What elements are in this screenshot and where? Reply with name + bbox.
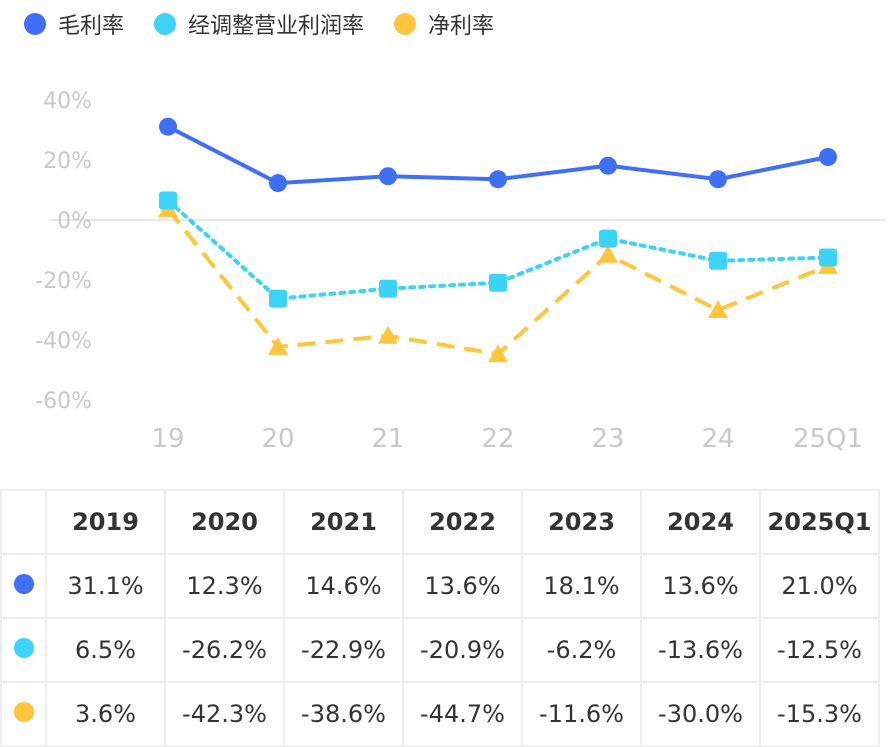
table-row: 3.6% -42.3% -38.6% -44.7% -11.6% -30.0% -15.3% <box>0 681 880 747</box>
data-point[interactable] <box>819 148 837 166</box>
column-header: 2021 <box>283 489 404 555</box>
data-point[interactable] <box>269 174 287 193</box>
data-point[interactable] <box>709 170 727 189</box>
table-cell: -38.6% <box>283 681 404 747</box>
series-dot-icon <box>13 638 34 658</box>
y-tick-label: -40% <box>35 329 92 354</box>
table-cell: 6.5% <box>45 617 166 683</box>
column-header: 2019 <box>45 489 166 555</box>
legend-item[interactable]: 经调整营业利润率 <box>154 8 364 40</box>
x-tick-label: 20 <box>261 424 294 454</box>
legend-label: 经调整营业利润率 <box>188 14 365 39</box>
x-tick-label: 24 <box>701 424 734 454</box>
table-cell: -20.9% <box>402 617 523 683</box>
y-tick-label: -60% <box>35 389 92 414</box>
table-cell: -22.9% <box>283 617 404 683</box>
column-header: 2024 <box>640 489 761 555</box>
column-header: 2023 <box>521 489 642 555</box>
y-tick-label: 40% <box>43 89 92 114</box>
table-cell: 18.1% <box>521 553 642 619</box>
column-header: 2025Q1 <box>759 489 880 555</box>
table-cell: -13.6% <box>640 617 761 683</box>
data-point[interactable] <box>708 300 728 318</box>
table-cell: -44.7% <box>402 681 523 747</box>
x-tick-label: 23 <box>591 424 624 454</box>
table-cell: -15.3% <box>759 681 880 747</box>
x-tick-label: 19 <box>151 424 184 454</box>
table-cell: -6.2% <box>521 617 642 683</box>
legend-dot-icon <box>154 13 177 35</box>
x-tick-label: 22 <box>481 424 514 454</box>
table-cell: 12.3% <box>164 553 285 619</box>
data-point[interactable] <box>599 156 617 175</box>
x-tick-label: 21 <box>371 424 404 454</box>
data-point[interactable] <box>268 336 288 355</box>
table-cell: 13.6% <box>402 553 523 619</box>
data-point[interactable] <box>489 273 507 292</box>
series-dot-icon <box>13 702 34 722</box>
table-cell: -12.5% <box>759 617 880 683</box>
legend-label: 毛利率 <box>58 14 125 39</box>
table-row: 31.1% 12.3% 14.6% 13.6% 18.1% 13.6% 21.0% <box>0 553 880 619</box>
corner-cell <box>0 489 47 555</box>
table-cell: 3.6% <box>45 681 166 747</box>
table-cell: 13.6% <box>640 553 761 619</box>
data-point[interactable] <box>819 248 837 267</box>
data-point[interactable] <box>378 325 398 344</box>
legend: 毛利率 经调整营业利润率 净利率 <box>24 8 524 40</box>
series-marker-cell <box>0 681 47 747</box>
data-point[interactable] <box>269 289 287 308</box>
legend-dot-icon <box>24 13 46 35</box>
legend-item[interactable]: 毛利率 <box>24 8 124 40</box>
data-point[interactable] <box>598 244 618 263</box>
y-tick-label: -20% <box>35 269 92 294</box>
table-header-row: 2019 2020 2021 2022 2023 2024 2025Q1 <box>0 489 880 555</box>
series-dot-icon <box>13 574 34 594</box>
column-header: 2020 <box>164 489 285 555</box>
column-header: 2022 <box>402 489 523 555</box>
table-cell: -11.6% <box>521 681 642 747</box>
data-point[interactable] <box>489 170 507 189</box>
y-tick-label: 20% <box>43 149 92 174</box>
data-point[interactable] <box>159 117 177 136</box>
series-marker-cell <box>0 617 47 683</box>
table-cell: -26.2% <box>164 617 285 683</box>
data-table: 2019 2020 2021 2022 2023 2024 2025Q1 31.1% 12.3%… <box>0 489 880 747</box>
line-chart: 40% 20% 0% -20% -40% -60% 19 20 21 22 23 24 25Q1 <box>35 89 885 454</box>
legend-dot-icon <box>394 13 417 35</box>
table-cell: 14.6% <box>283 553 404 619</box>
table-cell: -42.3% <box>164 681 285 747</box>
table-row: 6.5% -26.2% -22.9% -20.9% -6.2% -13.6% -12.5% <box>0 617 880 683</box>
table-cell: 21.0% <box>759 553 880 619</box>
legend-label: 净利率 <box>428 14 495 39</box>
table-cell: 31.1% <box>45 553 166 619</box>
table-cell: -30.0% <box>640 681 761 747</box>
data-point[interactable] <box>379 279 397 298</box>
data-point[interactable] <box>488 344 508 363</box>
data-point[interactable] <box>379 167 397 186</box>
data-point[interactable] <box>709 251 727 270</box>
data-point[interactable] <box>159 191 177 210</box>
x-tick-label: 25Q1 <box>793 424 863 454</box>
legend-item[interactable]: 净利率 <box>394 8 494 40</box>
y-tick-label: 0% <box>57 209 92 234</box>
data-point[interactable] <box>599 229 617 248</box>
series-marker-cell <box>0 553 47 619</box>
